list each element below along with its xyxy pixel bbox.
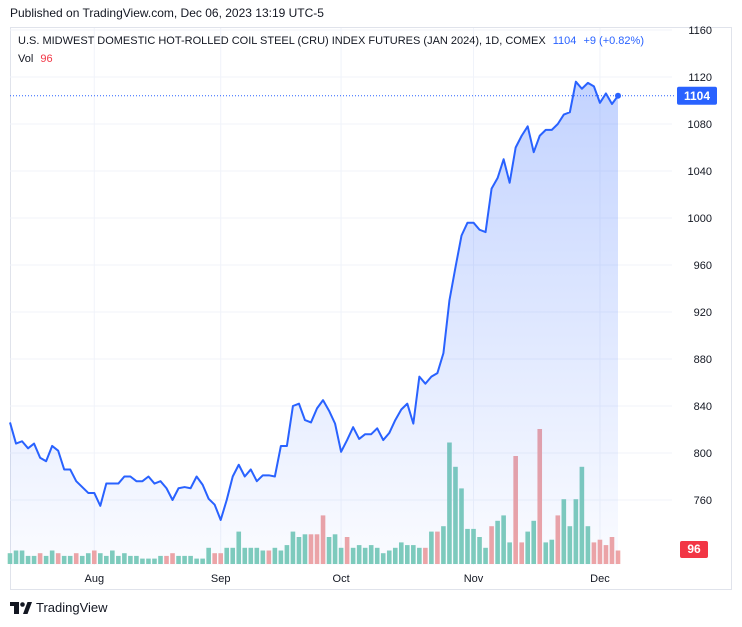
symbol-legend: U.S. MIDWEST DOMESTIC HOT-ROLLED COIL ST… [18, 35, 644, 47]
footer-brand-label: TradingView [36, 600, 108, 615]
time-tick-label: Aug [84, 573, 104, 585]
price-tick-label: 1000 [688, 213, 712, 225]
last-price-dot [615, 92, 621, 99]
price-tick-label: 880 [694, 354, 712, 366]
price-line [9, 80, 619, 521]
time-tick-label: Oct [333, 573, 350, 585]
price-tick-label: 800 [694, 448, 712, 460]
time-tick-label: Sep [211, 573, 231, 585]
price-tick-label: 1120 [688, 72, 712, 84]
legend-change: +9 (+0.82%) [583, 35, 644, 47]
price-tick-label: 920 [694, 307, 712, 319]
published-header: Published on TradingView.com, Dec 06, 20… [10, 6, 324, 20]
price-tick-label: 840 [694, 401, 712, 413]
volume-legend-label: Vol [18, 53, 34, 65]
volume-legend-value: 96 [40, 53, 53, 65]
price-tick-label: 1080 [688, 119, 712, 131]
price-tick-label: 760 [694, 495, 712, 507]
symbol-title: U.S. MIDWEST DOMESTIC HOT-ROLLED COIL ST… [18, 35, 546, 47]
price-tick-label: 1040 [688, 166, 712, 178]
volume-legend: Vol 96 [18, 53, 53, 65]
last-price-badge: 1104 [677, 86, 717, 105]
volume-badge: 96 [680, 541, 708, 558]
last-price-label: 1104 [684, 89, 710, 103]
chart-frame [10, 27, 732, 590]
price-axis[interactable]: 760 800 840 880 920 960 1000 1040 1080 1120 1160 [688, 25, 712, 507]
legend-last-value: 1104 [552, 35, 577, 47]
time-tick-label: Nov [464, 573, 484, 585]
price-tick-label: 1160 [688, 25, 712, 37]
price-tick-label: 960 [694, 260, 712, 272]
tradingview-logo-icon [10, 601, 32, 614]
time-tick-label: Dec [590, 573, 610, 585]
volume-badge-label: 96 [687, 542, 701, 556]
footer-brand[interactable]: TradingView [10, 600, 108, 615]
time-axis[interactable]: Aug Sep Oct Nov Dec [84, 573, 610, 585]
price-area-fill [10, 81, 618, 565]
